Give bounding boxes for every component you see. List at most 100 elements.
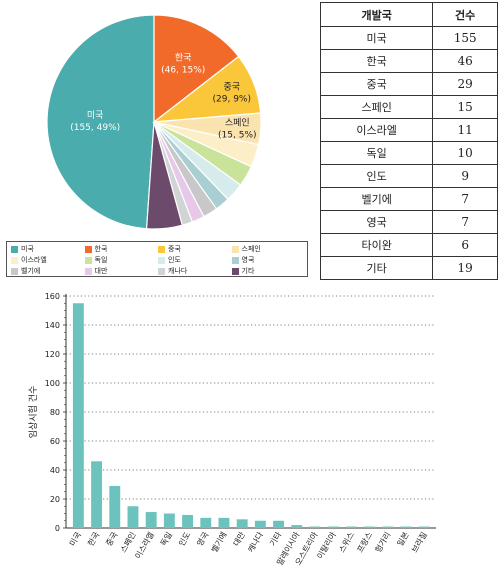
bar bbox=[291, 525, 303, 528]
legend-swatch bbox=[11, 256, 18, 264]
table-cell-count: 29 bbox=[432, 72, 498, 96]
table-header-country: 개발국 bbox=[319, 2, 434, 27]
table-row: 이스라엘 11 bbox=[319, 118, 498, 142]
table-cell-count: 15 bbox=[432, 95, 498, 119]
table-cell-count: 7 bbox=[432, 187, 498, 211]
table-cell-count: 9 bbox=[432, 164, 498, 188]
x-tick-label: 브라질 bbox=[410, 531, 429, 555]
table-cell-count: 11 bbox=[432, 118, 498, 142]
table-cell-count: 46 bbox=[432, 49, 498, 73]
legend-swatch bbox=[158, 245, 165, 253]
legend-item: 미국 bbox=[11, 244, 83, 254]
x-tick-label: 헝가리 bbox=[374, 531, 393, 555]
pie-label-name: 중국 bbox=[223, 82, 240, 93]
y-tick-label: 100 bbox=[45, 379, 60, 388]
bar bbox=[91, 461, 103, 528]
table-header-row: 개발국 건수 bbox=[319, 2, 498, 27]
table-cell-country: 영국 bbox=[319, 210, 434, 234]
bar bbox=[145, 512, 157, 528]
legend-item: 인도 bbox=[158, 255, 230, 265]
table-row: 미국 155 bbox=[319, 26, 498, 50]
table-cell-country: 독일 bbox=[319, 141, 434, 165]
legend-swatch bbox=[11, 245, 18, 253]
table-cell-count: 10 bbox=[432, 141, 498, 165]
country-table: 개발국 건수 미국 155 한국 46 중국 29 스페인 15 이스라엘 11 독일 10 인도 9 벨기… bbox=[319, 2, 498, 280]
bar bbox=[254, 520, 266, 528]
legend-label: 벨기에 bbox=[21, 267, 41, 275]
bar bbox=[218, 517, 230, 528]
table-cell-country: 한국 bbox=[319, 49, 434, 73]
legend-label: 기타 bbox=[241, 267, 255, 275]
table-cell-country: 중국 bbox=[319, 72, 434, 96]
legend-label: 인도 bbox=[168, 256, 181, 264]
bar bbox=[163, 513, 175, 528]
table-cell-count: 19 bbox=[432, 256, 498, 280]
table-cell-country: 스페인 bbox=[319, 95, 434, 119]
x-tick-label: 스페인 bbox=[118, 530, 138, 554]
table-cell-count: 7 bbox=[432, 210, 498, 234]
bar bbox=[72, 303, 84, 528]
table-cell-country: 타이완 bbox=[319, 233, 434, 257]
pie-chart: 미국 (155, 49%) 한국 (46, 15%) 중국 (29, 9%) 스페인 (15,… bbox=[46, 14, 262, 230]
legend-swatch bbox=[84, 245, 92, 253]
bar bbox=[418, 526, 430, 528]
x-tick-label: 한국 bbox=[86, 531, 101, 548]
pie-slice-2 bbox=[153, 14, 240, 124]
bar bbox=[309, 526, 321, 528]
legend-item: 중국 bbox=[158, 244, 230, 254]
table-cell-country: 미국 bbox=[319, 26, 434, 50]
legend-item: 이스라엘 bbox=[11, 255, 83, 265]
x-tick-label: 미국 bbox=[68, 531, 83, 548]
pie-label-detail: (15, 5%) bbox=[218, 130, 256, 140]
table-row: 스페인 15 bbox=[319, 95, 498, 119]
legend-swatch bbox=[158, 256, 165, 264]
legend-item: 캐나다 bbox=[158, 266, 230, 276]
pie-slice-1 bbox=[46, 14, 155, 230]
y-tick-label: 40 bbox=[50, 466, 60, 475]
table-cell-count: 6 bbox=[432, 233, 498, 257]
legend-label: 중국 bbox=[168, 245, 181, 253]
legend-item: 벨기에 bbox=[11, 266, 83, 276]
legend-swatch bbox=[158, 267, 165, 275]
legend-label: 스페인 bbox=[241, 245, 261, 253]
bar bbox=[127, 506, 139, 528]
legend-item: 한국 bbox=[84, 244, 157, 254]
legend-swatch bbox=[84, 256, 92, 264]
legend-item: 독일 bbox=[84, 255, 157, 265]
bar bbox=[345, 526, 357, 528]
x-tick-label: 일본 bbox=[396, 531, 411, 548]
bar bbox=[109, 485, 121, 528]
legend-item: 대만 bbox=[84, 266, 157, 276]
legend-label: 미국 bbox=[21, 245, 34, 253]
y-tick-label: 160 bbox=[45, 292, 60, 301]
legend-swatch bbox=[231, 267, 239, 275]
y-tick-label: 60 bbox=[50, 437, 60, 446]
table-cell-country: 인도 bbox=[319, 164, 434, 188]
table-cell-country: 이스라엘 bbox=[319, 118, 434, 142]
y-tick-label: 80 bbox=[50, 408, 60, 417]
legend-item: 영국 bbox=[231, 255, 304, 265]
y-tick-label: 120 bbox=[45, 350, 60, 359]
x-tick-label: 기타 bbox=[268, 530, 283, 548]
bar bbox=[364, 526, 376, 528]
pie-label-name: 스페인 bbox=[225, 117, 250, 128]
legend-label: 캐나다 bbox=[168, 267, 188, 275]
x-tick-label: 중국 bbox=[104, 531, 119, 548]
x-tick-label: 영국 bbox=[194, 530, 210, 548]
legend-swatch bbox=[11, 267, 18, 275]
x-tick-label: 인도 bbox=[176, 530, 192, 548]
legend-label: 대만 bbox=[94, 267, 108, 275]
x-tick-label: 프랑스 bbox=[355, 530, 375, 554]
table-row: 중국 29 bbox=[319, 72, 498, 96]
table-header-count: 건수 bbox=[432, 2, 498, 27]
table-row: 한국 46 bbox=[319, 49, 498, 73]
y-tick-label: 0 bbox=[55, 524, 60, 533]
pie-label-detail: (29, 9%) bbox=[213, 95, 251, 105]
legend-item: 기타 bbox=[231, 266, 304, 276]
pie-label-detail: (155, 49%) bbox=[70, 123, 120, 133]
legend-label: 영국 bbox=[241, 256, 255, 264]
x-tick-label: 캐나다 bbox=[246, 530, 265, 554]
bar bbox=[273, 520, 285, 528]
legend-label: 독일 bbox=[94, 256, 108, 264]
